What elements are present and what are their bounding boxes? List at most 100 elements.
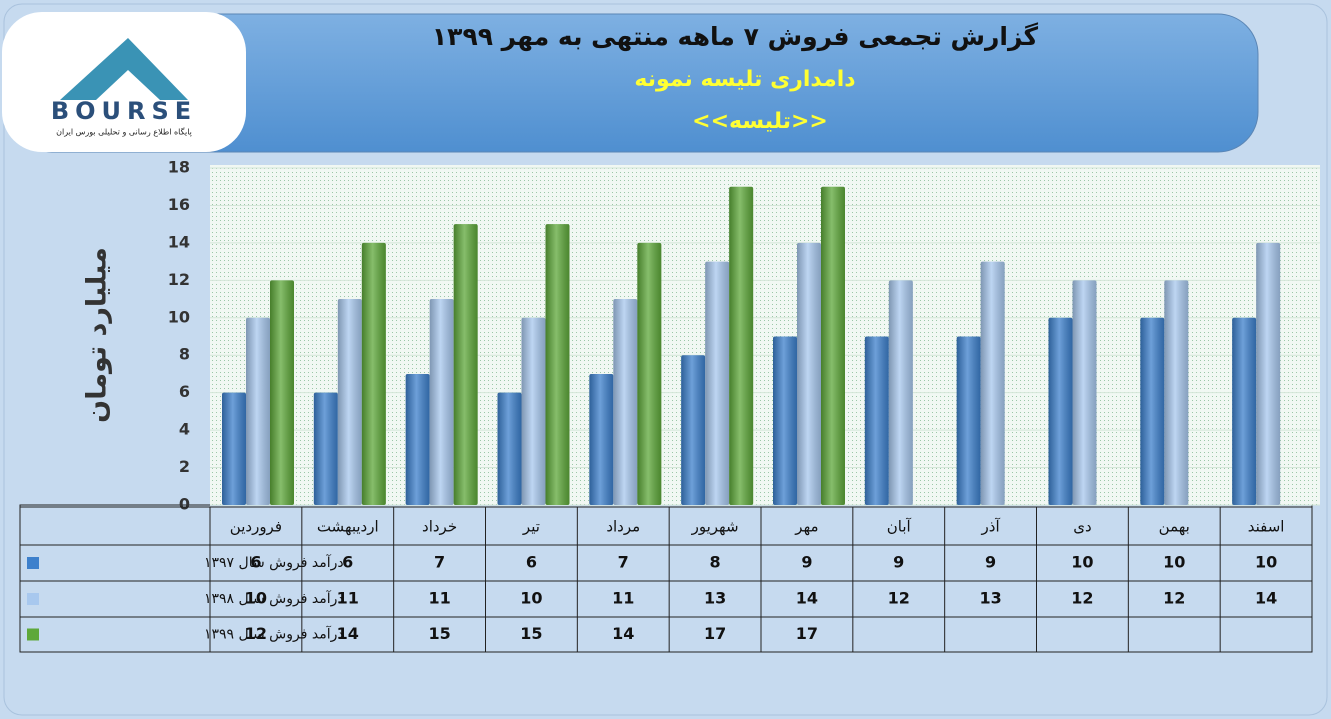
chart-subtitle: دامداری تلیسه نمونه <box>634 67 855 92</box>
bar-shade <box>405 373 430 505</box>
y-tick-label: 0 <box>179 495 190 514</box>
x-tick-label: دی <box>1073 518 1091 536</box>
table-value: 10 <box>245 589 267 608</box>
table-value: 12 <box>245 624 267 643</box>
bar-shade <box>313 392 338 505</box>
y-tick-label: 14 <box>168 232 190 251</box>
legend-label: درآمد فروش سال ۱۳۹۹ <box>204 626 344 643</box>
y-tick-label: 10 <box>168 307 190 326</box>
table-value: 11 <box>428 589 450 608</box>
y-tick-label: 12 <box>168 270 190 289</box>
y-tick-label: 8 <box>179 345 190 364</box>
bar-shade <box>681 355 706 505</box>
bar-shade <box>246 317 270 505</box>
y-tick-label: 16 <box>168 195 190 214</box>
bar-shade <box>1140 317 1165 505</box>
x-tick-label: تیر <box>522 518 540 536</box>
logo-box <box>2 12 246 152</box>
x-tick-label: فروردین <box>230 518 282 536</box>
table-value: 17 <box>704 624 726 643</box>
bar-shade <box>337 299 362 505</box>
table-value: 10 <box>1255 553 1277 572</box>
data-table <box>19 504 1313 653</box>
y-tick-label: 6 <box>179 382 190 401</box>
chart-subtitle2: <<تلیسه>> <box>692 109 828 134</box>
y-axis-label: میلیارد تومان <box>82 247 113 423</box>
legend-swatch <box>27 628 39 641</box>
table-value: 6 <box>526 553 537 572</box>
bar-shade <box>888 280 913 505</box>
bar-shade <box>864 336 889 505</box>
x-tick-label: آذر <box>981 518 1001 536</box>
legend-swatch <box>27 557 39 569</box>
table-value: 7 <box>434 553 445 572</box>
bar-shade <box>1232 317 1257 505</box>
bar-shade <box>270 280 294 505</box>
table-value: 12 <box>1163 589 1185 608</box>
y-tick-label: 18 <box>168 158 190 177</box>
bar-shade <box>797 242 821 505</box>
x-tick-label: اردیبهشت <box>317 518 379 536</box>
bar-shade <box>521 317 546 505</box>
x-tick-label: مرداد <box>606 518 640 536</box>
y-tick-label: 4 <box>179 420 190 439</box>
bar-shade <box>773 336 797 505</box>
table-value: 7 <box>618 553 629 572</box>
bar-shade <box>980 261 1005 505</box>
table-value: 12 <box>888 589 910 608</box>
table-value: 8 <box>710 553 721 572</box>
bar-shade <box>1072 280 1097 505</box>
bar-shade <box>222 392 246 505</box>
legend-swatch <box>27 593 39 605</box>
table-value: 14 <box>1255 589 1277 608</box>
table-value: 12 <box>1071 589 1093 608</box>
x-tick-label: شهریور <box>691 518 739 536</box>
logo-tagline: پایگاه اطلاع رسانی و تحلیلی بورس ایران <box>56 127 192 137</box>
bar-shade <box>589 373 614 505</box>
table-value: 17 <box>796 624 818 643</box>
bar-shade <box>705 261 730 505</box>
x-tick-label: بهمن <box>1159 518 1190 536</box>
y-tick-label: 2 <box>179 457 190 476</box>
table-value: 10 <box>1071 553 1093 572</box>
table-value: 15 <box>428 624 450 643</box>
bar-shade <box>453 224 478 505</box>
bar-shade <box>1164 280 1189 505</box>
bar-shade <box>1256 242 1281 505</box>
table-value: 14 <box>612 624 634 643</box>
x-tick-label: آبان <box>887 518 912 536</box>
legend-label: درآمد فروش سال ۱۳۹۸ <box>204 590 344 607</box>
table-value: 14 <box>796 589 818 608</box>
logo-icon <box>60 38 188 100</box>
table-value: 15 <box>520 624 542 643</box>
plot-area <box>210 165 1320 505</box>
table-value: 6 <box>250 553 261 572</box>
table-value: 6 <box>342 553 353 572</box>
table-value: 10 <box>1163 553 1185 572</box>
bar-shade <box>637 242 662 505</box>
bar-shade <box>956 336 981 505</box>
table-value: 13 <box>979 589 1001 608</box>
bar-shade <box>729 186 754 505</box>
bar-shade <box>821 186 845 505</box>
bar-shade <box>1048 317 1073 505</box>
table-value: 9 <box>893 553 904 572</box>
chart-title: گزارش تجمعی فروش ۷ ماهه منتهی به مهر ۱۳۹… <box>432 22 1039 52</box>
bar-shade <box>545 224 570 505</box>
table-value: 13 <box>704 589 726 608</box>
bar-shade <box>613 299 638 505</box>
x-tick-label: مهر <box>794 518 818 536</box>
table-value: 11 <box>612 589 634 608</box>
table-value: 10 <box>520 589 542 608</box>
bar-shade <box>429 299 454 505</box>
logo-name: BOURSE <box>51 97 197 125</box>
table-value: 9 <box>801 553 812 572</box>
table-value: 11 <box>337 589 359 608</box>
bar-shade <box>497 392 522 505</box>
table-value: 9 <box>985 553 996 572</box>
x-tick-label: خرداد <box>422 518 457 536</box>
bar-shade <box>361 242 386 505</box>
legend-label: درآمد فروش سال ۱۳۹۷ <box>204 554 344 571</box>
